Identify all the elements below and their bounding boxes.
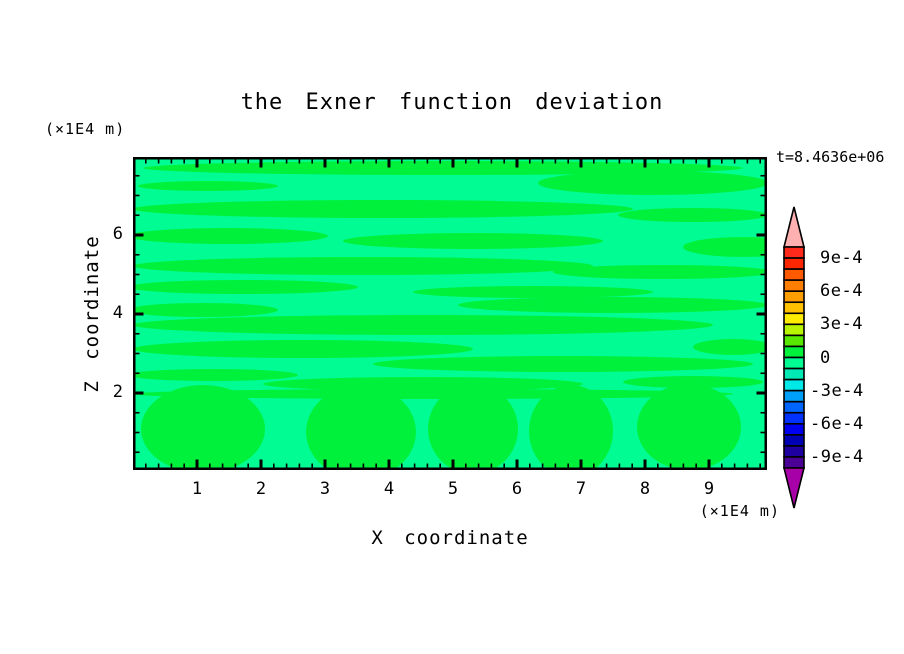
contour-stripe [133, 257, 593, 275]
colorbar-segment [783, 378, 805, 392]
colorbar-segment [783, 445, 805, 458]
z-tick-label: 6 [112, 224, 123, 244]
colorbar [783, 206, 806, 509]
colorbar-label: 6e-4 [820, 281, 863, 302]
x-tick-label: 4 [383, 479, 395, 499]
z-axis-unit-label: (×1E4 m) [45, 120, 126, 138]
colorbar-segment [783, 345, 805, 359]
contour-stripe [133, 315, 713, 335]
colorbar-label: -6e-4 [810, 413, 864, 434]
colorbar-segment [783, 367, 805, 381]
colorbar-segment [783, 456, 805, 469]
colorbar-label: -3e-4 [810, 380, 864, 401]
colorbar-segment [783, 356, 805, 370]
x-tick-label: 7 [575, 479, 587, 499]
colorbar-segment [783, 389, 805, 403]
plot-frame [133, 157, 767, 470]
colorbar-label: 0 [820, 347, 831, 368]
colorbar-segment [783, 411, 805, 425]
contour-stripe [306, 385, 416, 470]
contour-stripe [133, 280, 358, 294]
colorbar-segment [783, 323, 805, 337]
colorbar-segment [783, 279, 805, 293]
colorbar-segment [783, 301, 805, 315]
contour-stripe [343, 233, 603, 249]
contour-plot [133, 157, 767, 470]
colorbar-segment [783, 268, 805, 281]
colorbar-label: -9e-4 [810, 446, 864, 467]
contour-stripe [618, 208, 767, 222]
contour-stripe [133, 340, 473, 358]
contour-stripe [143, 161, 743, 175]
contour-stripe [133, 303, 278, 317]
contour-stripe [133, 200, 633, 218]
colorbar-label: 3e-4 [820, 314, 863, 335]
time-annotation: t=8.4636e+06 [776, 148, 885, 166]
contour-stripe [133, 228, 328, 244]
x-tick-label: 1 [191, 479, 203, 499]
colorbar-over-arrow [783, 206, 806, 248]
contour-stripe [373, 356, 753, 372]
contour-stripe [138, 181, 278, 191]
x-tick-label: 8 [639, 479, 651, 499]
contour-stripe [413, 286, 653, 298]
colorbar-segment [783, 290, 805, 304]
contour-stripe [683, 237, 767, 257]
contour-stripe [553, 265, 767, 279]
contour-stripe [428, 384, 518, 470]
x-axis-unit-label: (×1E4 m) [699, 502, 780, 520]
x-tick-label: 2 [255, 479, 267, 499]
x-tick-label: 6 [511, 479, 523, 499]
colorbar-label: 9e-4 [820, 248, 863, 269]
colorbar-segment [783, 434, 805, 447]
colorbar-under-arrow [783, 467, 806, 509]
colorbar-segment [783, 423, 805, 436]
x-tick-label: 5 [447, 479, 459, 499]
contour-stripe [538, 171, 767, 195]
colorbar-segment [783, 400, 805, 414]
contour-stripe [693, 339, 767, 355]
contour-stripe [623, 376, 763, 388]
contour-stripe [637, 384, 741, 470]
colorbar-segment [783, 257, 805, 270]
colorbar-segment [783, 334, 805, 348]
z-tick-label: 2 [112, 382, 123, 402]
x-tick-label: 3 [319, 479, 331, 499]
contour-stripe [458, 297, 767, 313]
x-axis-title: X coordinate [371, 527, 529, 549]
colorbar-segment [783, 312, 805, 326]
contour-stripe [263, 377, 583, 391]
z-tick-label: 4 [112, 303, 123, 323]
contour-stripe [529, 385, 613, 470]
chart-title: the Exner function deviation [240, 90, 664, 115]
x-tick-label: 9 [703, 479, 715, 499]
contour-stripe [141, 385, 265, 470]
contour-stripe [133, 369, 298, 381]
colorbar-segment [783, 246, 805, 259]
